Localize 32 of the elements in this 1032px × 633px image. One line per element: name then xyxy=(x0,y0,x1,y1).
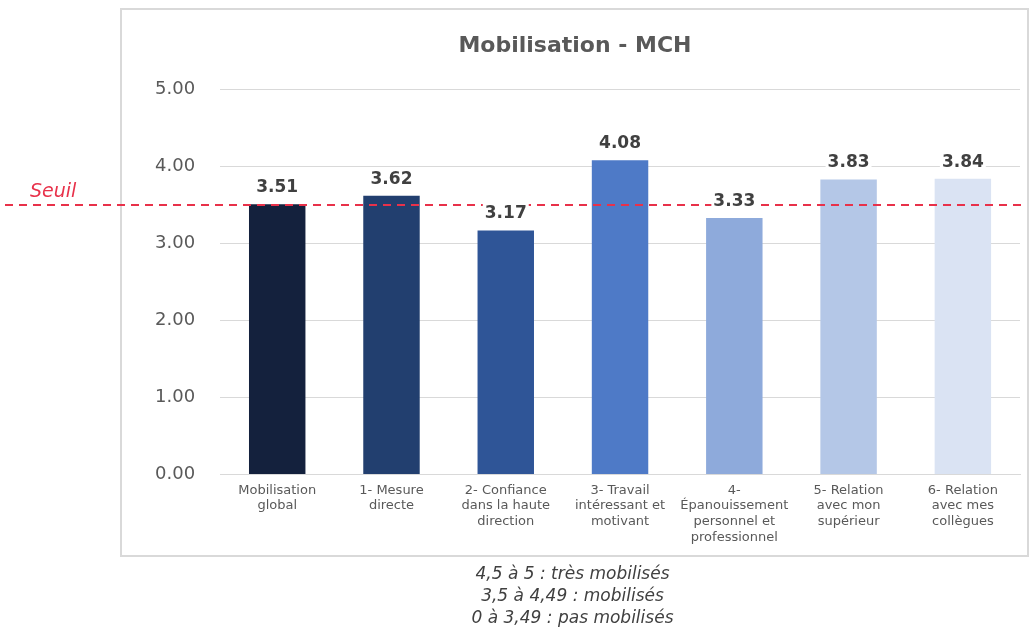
data-label: 3.84 xyxy=(941,150,984,171)
x-tick-label: 1- Mesure directe xyxy=(359,481,424,513)
bar xyxy=(820,179,877,475)
y-tick-label: 2.00 xyxy=(155,308,196,330)
data-label: 4.08 xyxy=(599,132,642,153)
x-tick-label: 6- Relation avec mes collègues xyxy=(927,481,998,528)
text: 4,5 à 5 : très mobilisés xyxy=(474,562,671,584)
data-label: 3.17 xyxy=(484,202,527,223)
x-tick-label: 3- Travail intéressant et motivant xyxy=(574,481,666,528)
y-tick-label: 3.00 xyxy=(155,231,196,253)
bar xyxy=(591,160,649,475)
bar xyxy=(934,178,992,475)
bar xyxy=(477,230,534,475)
x-tick-label: 4- Épanouissement personnel et professionnel xyxy=(680,481,789,544)
y-tick-label: 4.00 xyxy=(155,154,196,176)
y-tick-label: 0.00 xyxy=(155,462,196,484)
x-tick-label: 5- Relation avec mon supérieur xyxy=(813,481,884,528)
bar xyxy=(248,204,306,475)
data-label: 3.83 xyxy=(827,151,870,172)
ref-line-label: Seuil xyxy=(30,179,78,202)
text: 0 à 3,49 : pas mobilisés xyxy=(470,606,675,628)
y-tick-label: 1.00 xyxy=(155,385,196,407)
data-label: 3.62 xyxy=(370,167,413,188)
y-tick-label: 5.00 xyxy=(155,77,196,99)
bar xyxy=(706,218,763,475)
data-label: 3.51 xyxy=(256,176,299,197)
chart-title: Mobilisation - MCH xyxy=(458,31,692,57)
bar xyxy=(363,195,420,475)
data-label: 3.33 xyxy=(713,189,756,210)
x-tick-label: Mobilisation global xyxy=(238,481,317,513)
x-tick-label: 2- Confiance dans la haute direction xyxy=(461,481,551,528)
text: 3,5 à 4,49 : mobilisés xyxy=(480,584,665,606)
